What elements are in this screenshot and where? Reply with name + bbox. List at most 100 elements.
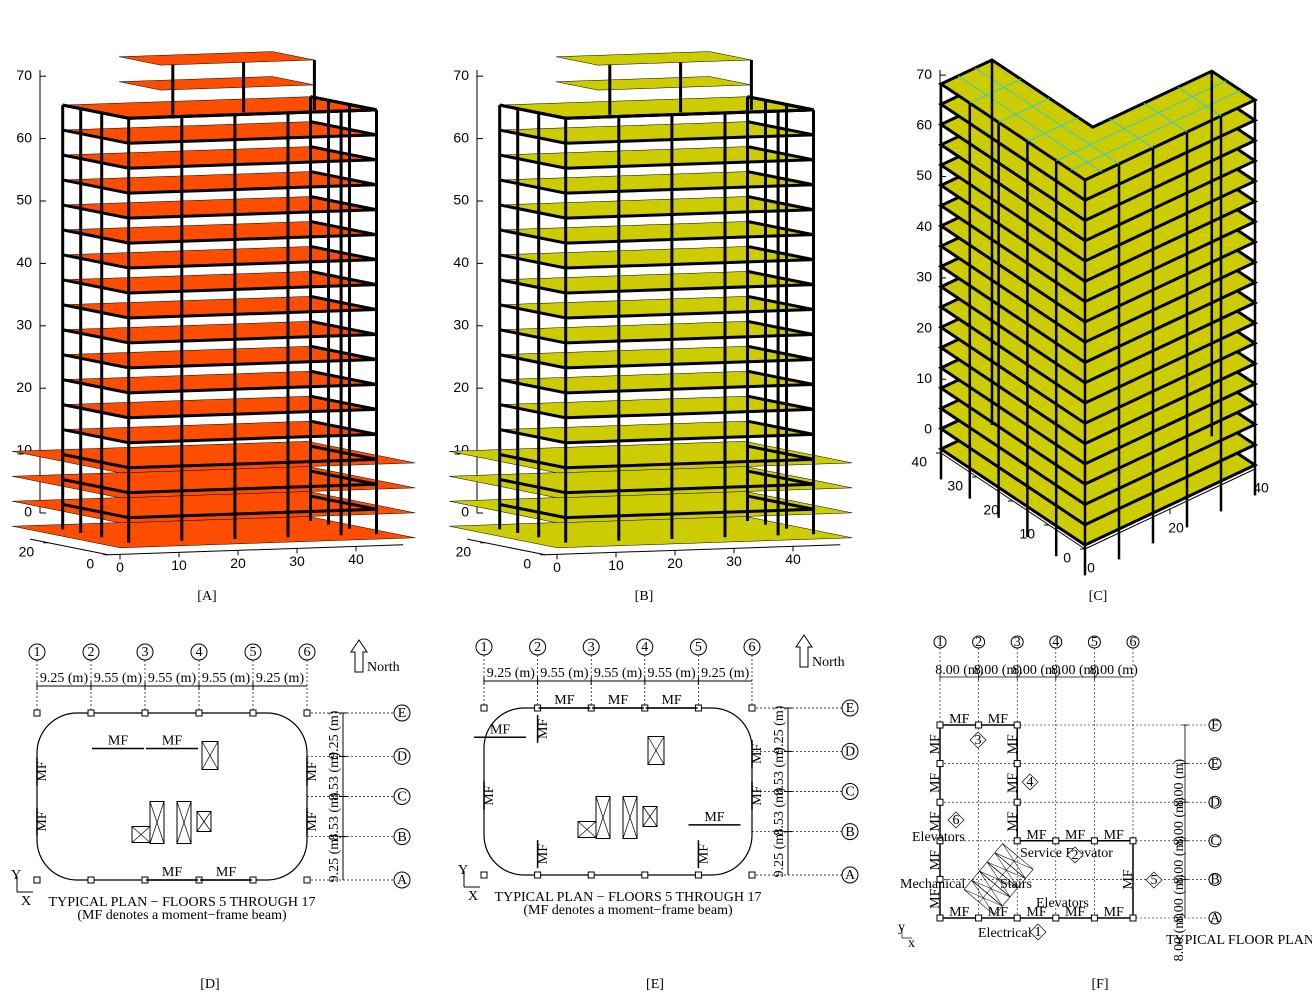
grid-label: 6 — [304, 645, 311, 660]
beam-label: MF — [988, 712, 1008, 727]
x-tick-label: 40 — [348, 551, 364, 567]
beam-label: MF — [661, 693, 681, 708]
column — [1130, 838, 1136, 844]
z-tick-label: 70 — [453, 67, 469, 83]
slab — [119, 52, 314, 66]
column — [34, 710, 40, 716]
beam-label: MF — [928, 811, 943, 831]
north-label: North — [812, 655, 845, 670]
column — [88, 710, 94, 716]
beam-label: MF — [608, 693, 628, 708]
floor-outline — [940, 725, 1133, 918]
y-tick-label: 30 — [947, 478, 963, 494]
beam-label: MF — [108, 734, 128, 749]
grid-label: 3 — [588, 640, 595, 655]
x-tick-label: 0 — [116, 559, 124, 575]
beam-label: MF — [988, 905, 1008, 920]
x-tick-label: 40 — [785, 551, 801, 567]
column — [1014, 838, 1020, 844]
column — [34, 877, 40, 883]
column — [937, 722, 943, 728]
grid-label: 4 — [196, 645, 203, 660]
axis-label: X — [21, 894, 31, 909]
grid-label: A — [397, 873, 408, 888]
dimension: 9.25 (m) — [487, 666, 536, 681]
beam-label: MF — [928, 734, 943, 754]
dimension: 9.25 (m) — [327, 834, 342, 883]
beam-label: MF — [162, 734, 182, 749]
column — [196, 710, 202, 716]
grid-label: D — [397, 750, 407, 765]
x-tick-label: 20 — [230, 555, 246, 571]
grid-label: F — [1211, 718, 1219, 733]
grid-label: B — [397, 830, 406, 845]
frame-mark: 4 — [1027, 775, 1034, 790]
z-tick-label: 40 — [453, 254, 469, 270]
grid-label: A — [1210, 911, 1221, 926]
column — [937, 799, 943, 805]
slab — [556, 77, 751, 91]
panel-label: [C] — [1089, 589, 1108, 604]
column — [749, 705, 755, 711]
beam-label: MF — [928, 773, 943, 793]
beam-label: MF — [949, 712, 969, 727]
beam-label: MF — [554, 693, 574, 708]
z-tick-label: 0 — [924, 421, 932, 437]
column — [142, 710, 148, 716]
beam-label: MF — [216, 865, 236, 880]
x-tick-label: 30 — [726, 553, 742, 569]
dimension: 9.25 (m) — [772, 705, 787, 754]
panel-label: [B] — [635, 589, 654, 604]
z-tick-label: 70 — [16, 67, 32, 83]
grid-label: 5 — [695, 640, 702, 655]
column — [937, 915, 943, 921]
room-label: Service Elevator — [1020, 846, 1113, 861]
grid-label: B — [845, 825, 854, 840]
x-tick-label: 20 — [667, 555, 683, 571]
y-tick-label: 20 — [983, 502, 999, 518]
column — [976, 915, 982, 921]
grid-label: 3 — [142, 645, 149, 660]
frame-mark: 5 — [1151, 873, 1158, 888]
beam-label: MF — [704, 810, 724, 825]
beam-label: MF — [162, 865, 182, 880]
grid-label: 4 — [641, 640, 648, 655]
beam-label: MF — [928, 850, 943, 870]
grid-label: C — [1210, 834, 1219, 849]
room-label: Elevators — [1036, 896, 1089, 911]
x-tick-label: 10 — [608, 557, 624, 573]
slab — [12, 516, 415, 548]
beam-label: MF — [1121, 869, 1136, 889]
grid-label: 6 — [1130, 635, 1137, 650]
dimension: 9.25 (m) — [256, 671, 305, 686]
room-label: Stairs — [1000, 877, 1032, 892]
grid-label: A — [845, 868, 856, 883]
z-tick-label: 50 — [453, 192, 469, 208]
dimension: 8.53 (m) — [772, 787, 787, 836]
y-tick-label: 20 — [456, 543, 472, 559]
beam-label: MF — [1026, 828, 1046, 843]
frame-mark: 3 — [975, 733, 982, 748]
axis-label: Y — [11, 868, 21, 883]
column — [1014, 761, 1020, 767]
grid-label: 4 — [1052, 635, 1059, 650]
z-tick-label: 70 — [916, 66, 932, 82]
column — [535, 872, 541, 878]
plan-title: TYPICAL FLOOR PLAN — [1166, 933, 1312, 948]
z-tick-label: 0 — [461, 504, 469, 520]
grid-label: 1 — [481, 640, 488, 655]
column — [1091, 915, 1097, 921]
axis-label: y — [898, 920, 905, 935]
dimension: 9.25 (m) — [40, 671, 89, 686]
plan-note: (MF denotes a moment−frame beam) — [77, 908, 287, 923]
column — [1091, 838, 1097, 844]
column — [642, 872, 648, 878]
north-label: North — [367, 660, 400, 675]
grid-label: C — [397, 790, 406, 805]
z-tick-label: 40 — [16, 254, 32, 270]
z-tick-label: 60 — [16, 129, 32, 145]
dimension: 8.53 (m) — [327, 792, 342, 841]
z-tick-label: 20 — [916, 319, 932, 335]
grid-label: 2 — [88, 645, 95, 660]
y-tick-label: 40 — [911, 454, 927, 470]
